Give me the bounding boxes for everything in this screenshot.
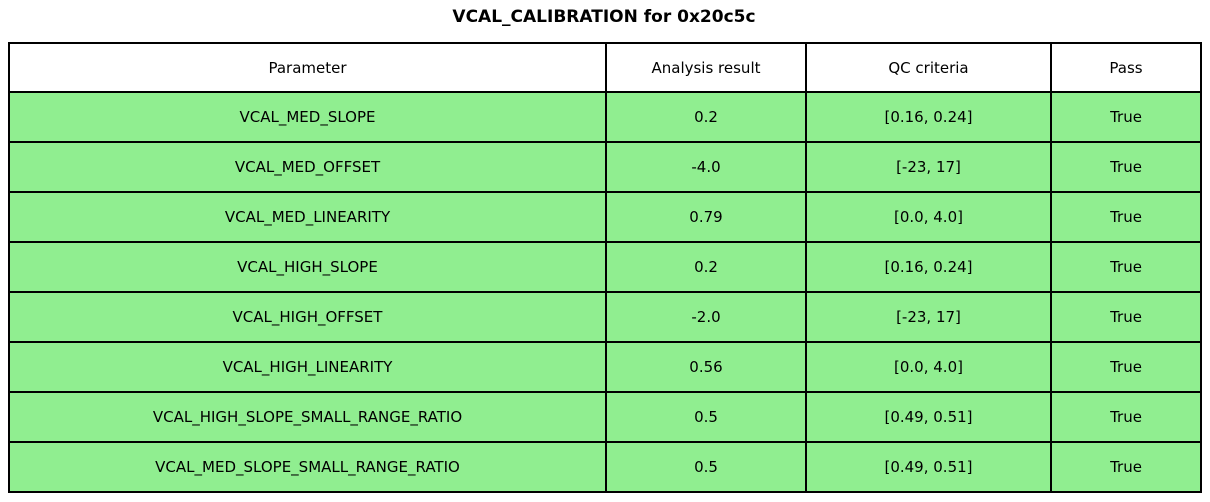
cell-pass: True: [1050, 441, 1202, 493]
cell-qc-criteria: [-23, 17]: [805, 141, 1052, 193]
cell-pass: True: [1050, 141, 1202, 193]
cell-analysis-result: -2.0: [605, 291, 807, 343]
cell-analysis-result: 0.2: [605, 241, 807, 293]
cell-analysis-result: 0.79: [605, 191, 807, 243]
cell-parameter: VCAL_MED_OFFSET: [8, 141, 607, 193]
table-row: VCAL_MED_SLOPE_SMALL_RANGE_RATIO 0.5 [0.…: [8, 441, 1202, 493]
cell-analysis-result: 0.5: [605, 391, 807, 443]
col-header-qc-criteria: QC criteria: [805, 42, 1052, 93]
cell-pass: True: [1050, 391, 1202, 443]
col-header-pass: Pass: [1050, 42, 1202, 93]
qc-results-table: Parameter Analysis result QC criteria Pa…: [8, 42, 1202, 493]
cell-qc-criteria: [0.0, 4.0]: [805, 191, 1052, 243]
cell-parameter: VCAL_HIGH_SLOPE: [8, 241, 607, 293]
cell-parameter: VCAL_HIGH_SLOPE_SMALL_RANGE_RATIO: [8, 391, 607, 443]
page-title: VCAL_CALIBRATION for 0x20c5c: [452, 7, 756, 27]
table-row: VCAL_HIGH_SLOPE_SMALL_RANGE_RATIO 0.5 [0…: [8, 391, 1202, 443]
cell-qc-criteria: [0.0, 4.0]: [805, 341, 1052, 393]
table-row: VCAL_MED_LINEARITY 0.79 [0.0, 4.0] True: [8, 191, 1202, 243]
cell-pass: True: [1050, 191, 1202, 243]
cell-pass: True: [1050, 91, 1202, 143]
cell-qc-criteria: [0.49, 0.51]: [805, 391, 1052, 443]
cell-analysis-result: 0.2: [605, 91, 807, 143]
cell-qc-criteria: [0.16, 0.24]: [805, 91, 1052, 143]
header-row: Parameter Analysis result QC criteria Pa…: [8, 42, 1202, 93]
table-row: VCAL_HIGH_SLOPE 0.2 [0.16, 0.24] True: [8, 241, 1202, 293]
col-header-analysis-result: Analysis result: [605, 42, 807, 93]
table-row: VCAL_HIGH_LINEARITY 0.56 [0.0, 4.0] True: [8, 341, 1202, 393]
cell-qc-criteria: [0.49, 0.51]: [805, 441, 1052, 493]
cell-parameter: VCAL_MED_SLOPE: [8, 91, 607, 143]
cell-parameter: VCAL_HIGH_OFFSET: [8, 291, 607, 343]
table-row: VCAL_MED_SLOPE 0.2 [0.16, 0.24] True: [8, 91, 1202, 143]
cell-parameter: VCAL_MED_LINEARITY: [8, 191, 607, 243]
cell-analysis-result: 0.56: [605, 341, 807, 393]
cell-pass: True: [1050, 291, 1202, 343]
cell-analysis-result: 0.5: [605, 441, 807, 493]
col-header-parameter: Parameter: [8, 42, 607, 93]
cell-parameter: VCAL_MED_SLOPE_SMALL_RANGE_RATIO: [8, 441, 607, 493]
cell-pass: True: [1050, 341, 1202, 393]
table-row: VCAL_MED_OFFSET -4.0 [-23, 17] True: [8, 141, 1202, 193]
cell-qc-criteria: [-23, 17]: [805, 291, 1052, 343]
table-row: VCAL_HIGH_OFFSET -2.0 [-23, 17] True: [8, 291, 1202, 343]
cell-pass: True: [1050, 241, 1202, 293]
cell-analysis-result: -4.0: [605, 141, 807, 193]
cell-parameter: VCAL_HIGH_LINEARITY: [8, 341, 607, 393]
cell-qc-criteria: [0.16, 0.24]: [805, 241, 1052, 293]
